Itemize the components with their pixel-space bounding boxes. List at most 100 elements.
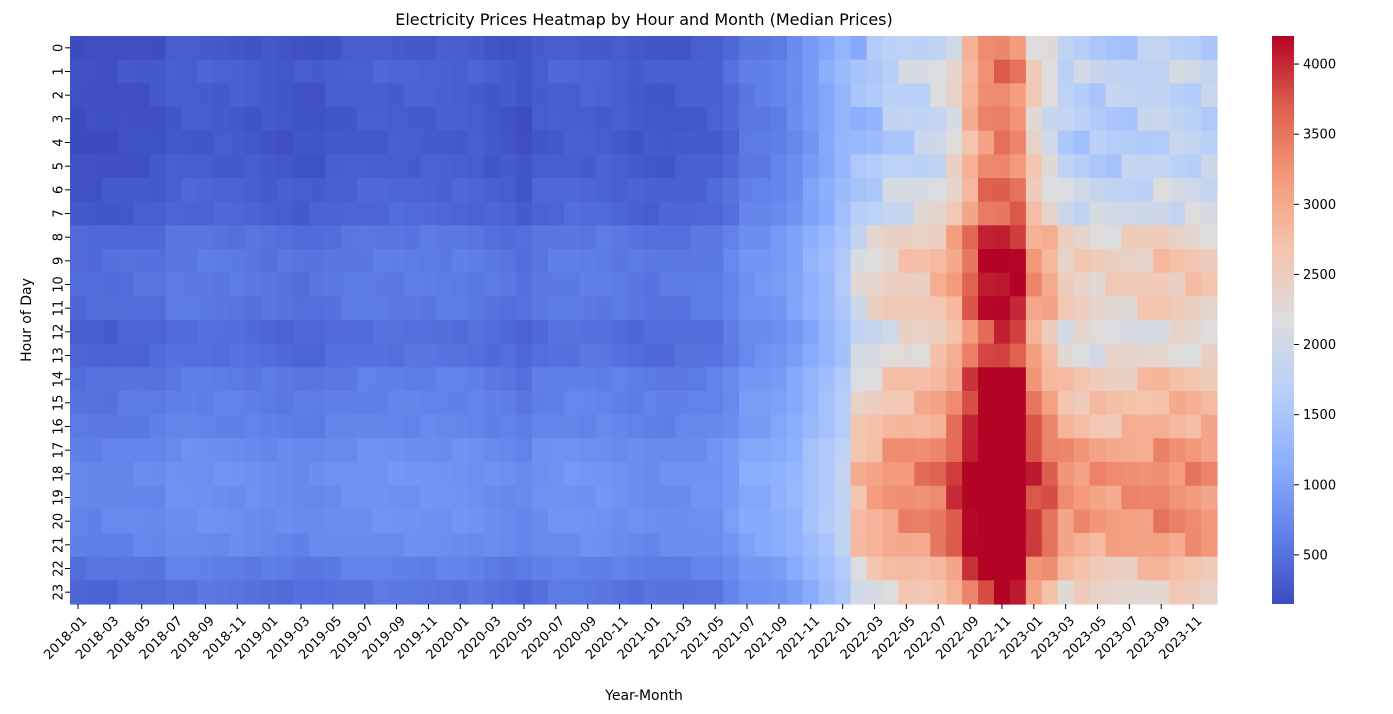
heatmap-cell — [1057, 272, 1075, 297]
heatmap-cell — [356, 533, 374, 558]
heatmap-cell — [372, 343, 390, 368]
heatmap-cell — [1073, 130, 1091, 155]
heatmap-cell — [85, 178, 103, 203]
heatmap-cell — [563, 438, 581, 463]
heatmap-cell — [850, 462, 868, 487]
heatmap-cell — [388, 509, 406, 534]
heatmap-cell — [229, 462, 246, 487]
y-tick-label: 22 — [52, 560, 67, 577]
heatmap-cell — [340, 296, 358, 321]
heatmap-cell — [484, 225, 501, 250]
heatmap-cell — [882, 225, 899, 250]
heatmap-cell — [500, 462, 517, 487]
colorbar-tick-label: 2500 — [1303, 268, 1336, 283]
heatmap-cell — [659, 580, 676, 605]
heatmap-cell — [70, 462, 87, 487]
heatmap-cell — [197, 556, 214, 581]
heatmap-cell — [181, 36, 199, 61]
heatmap-cell — [755, 272, 772, 297]
heatmap-cell — [1169, 556, 1186, 581]
heatmap-cell — [627, 201, 645, 226]
heatmap-cell — [85, 130, 103, 155]
heatmap-cell — [420, 485, 437, 510]
heatmap-cell — [1105, 580, 1123, 605]
heatmap-cell — [914, 485, 931, 510]
heatmap-cell — [261, 36, 278, 61]
heatmap-cell — [117, 462, 135, 487]
heatmap-cell — [786, 83, 804, 108]
heatmap-cell — [213, 414, 230, 439]
heatmap-cell — [1057, 36, 1075, 61]
heatmap-cell — [308, 438, 326, 463]
heatmap-cell — [770, 107, 788, 132]
heatmap-cell — [1105, 201, 1123, 226]
heatmap-cell — [611, 296, 629, 321]
heatmap-cell — [1057, 533, 1075, 558]
heatmap-cell — [165, 272, 183, 297]
heatmap-cell — [213, 249, 230, 274]
y-tick-label: 13 — [52, 347, 67, 364]
heatmap-cell — [850, 391, 868, 416]
heatmap-cell — [659, 130, 676, 155]
heatmap-cell — [181, 83, 199, 108]
heatmap-cell — [1025, 249, 1043, 274]
heatmap-cell — [101, 107, 119, 132]
heatmap-cell — [930, 533, 947, 558]
heatmap-cell — [978, 320, 995, 345]
heatmap-cell — [770, 36, 788, 61]
heatmap-cell — [293, 107, 310, 132]
heatmap-cell — [293, 509, 310, 534]
heatmap-cell — [1089, 59, 1107, 84]
heatmap-cell — [85, 485, 103, 510]
heatmap-cell — [866, 249, 884, 274]
heatmap-cell — [563, 201, 581, 226]
heatmap-cell — [1105, 83, 1123, 108]
heatmap-cell — [484, 509, 501, 534]
heatmap-cell — [181, 580, 199, 605]
heatmap-cell — [181, 438, 199, 463]
heatmap-cell — [468, 320, 485, 345]
heatmap-cell — [834, 201, 852, 226]
heatmap-cell — [1153, 272, 1170, 297]
heatmap-cell — [930, 367, 947, 392]
heatmap-cell — [404, 391, 422, 416]
heatmap-cell — [547, 462, 565, 487]
heatmap-cell — [866, 533, 884, 558]
heatmap-cell — [1057, 107, 1075, 132]
heatmap-cell — [643, 414, 661, 439]
heatmap-cell — [1009, 107, 1027, 132]
heatmap-cell — [1041, 414, 1059, 439]
heatmap-cell — [755, 556, 772, 581]
heatmap-cell — [1185, 320, 1202, 345]
heatmap-cell — [531, 249, 549, 274]
heatmap-cell — [1105, 485, 1123, 510]
heatmap-cell — [643, 83, 661, 108]
heatmap-cell — [149, 485, 167, 510]
heatmap-cell — [1089, 580, 1107, 605]
heatmap-cell — [1153, 154, 1170, 179]
heatmap-cell — [149, 580, 167, 605]
heatmap-cell — [882, 83, 899, 108]
y-tick-label: 20 — [52, 513, 67, 530]
heatmap-cell — [914, 367, 931, 392]
heatmap-cell — [1105, 438, 1123, 463]
heatmap-cell — [659, 36, 676, 61]
heatmap-cell — [1201, 178, 1218, 203]
heatmap-cell — [643, 580, 661, 605]
heatmap-cell — [436, 201, 453, 226]
heatmap-cell — [1137, 59, 1154, 84]
heatmap-cell — [197, 414, 214, 439]
heatmap-cell — [1073, 556, 1091, 581]
heatmap-cell — [452, 130, 469, 155]
heatmap-cell — [770, 580, 788, 605]
heatmap-cell — [802, 462, 820, 487]
heatmap-cell — [675, 533, 692, 558]
heatmap-cell — [531, 533, 549, 558]
heatmap-cell — [388, 249, 406, 274]
heatmap-cell — [563, 580, 581, 605]
heatmap-cell — [404, 36, 422, 61]
heatmap-cell — [914, 178, 931, 203]
heatmap-cell — [1057, 580, 1075, 605]
heatmap-cell — [213, 154, 230, 179]
heatmap-cell — [834, 107, 852, 132]
